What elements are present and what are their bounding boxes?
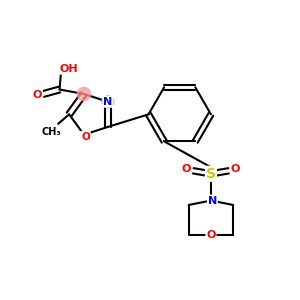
Text: O: O <box>182 164 191 174</box>
Text: O: O <box>33 91 42 100</box>
Circle shape <box>102 96 114 108</box>
Text: OH: OH <box>60 64 78 74</box>
Text: O: O <box>81 132 90 142</box>
Text: O: O <box>231 164 240 174</box>
Text: N: N <box>103 97 112 107</box>
Circle shape <box>77 87 91 101</box>
Text: O: O <box>206 230 216 240</box>
Text: S: S <box>206 167 216 181</box>
Text: CH₃: CH₃ <box>41 127 61 137</box>
Text: N: N <box>208 196 217 206</box>
